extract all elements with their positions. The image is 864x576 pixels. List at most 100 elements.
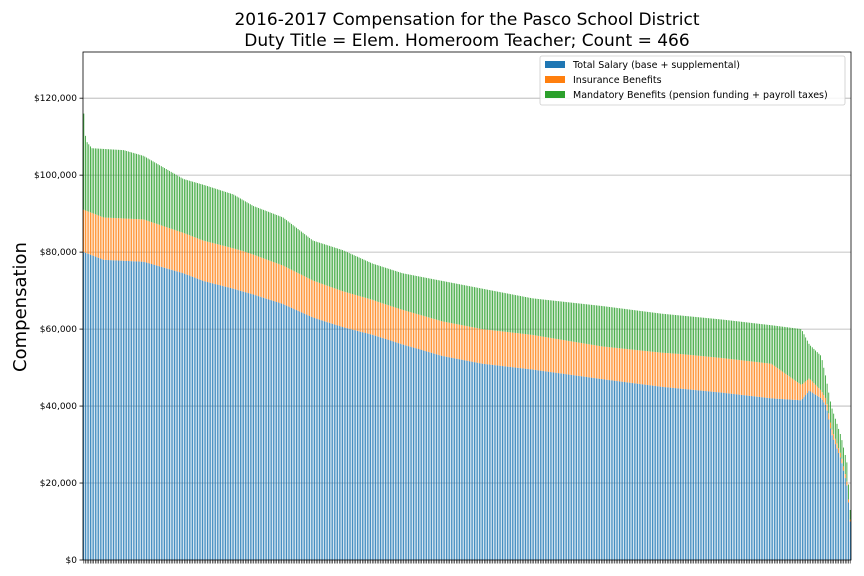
- bar-mandatory: [839, 434, 841, 453]
- bar-stack: [469, 286, 470, 560]
- bar-stack: [708, 318, 709, 560]
- bar-salary: [495, 365, 497, 560]
- bar-stack: [287, 221, 289, 560]
- bar-stack: [385, 267, 386, 560]
- bar-salary: [256, 295, 258, 560]
- bar-salary: [833, 439, 835, 560]
- bar-insurance: [729, 358, 731, 394]
- bar-salary: [841, 463, 843, 560]
- bar-mandatory: [591, 304, 592, 345]
- bar-mandatory: [274, 214, 276, 263]
- bar-stack: [663, 313, 665, 560]
- bar-mandatory: [712, 318, 714, 358]
- bar-salary: [292, 308, 294, 560]
- bar-salary: [541, 370, 543, 560]
- bar-mandatory: [353, 255, 355, 295]
- bar-stack: [192, 181, 194, 560]
- bar-mandatory: [821, 360, 823, 393]
- bar-salary: [101, 259, 103, 560]
- bar-salary: [721, 392, 723, 560]
- bar-salary: [408, 346, 409, 560]
- bar-insurance: [174, 229, 175, 271]
- bar-salary: [342, 327, 343, 560]
- bar-insurance: [338, 289, 340, 326]
- bar-mandatory: [462, 284, 464, 326]
- bar-stack: [338, 249, 340, 560]
- bar-insurance: [505, 331, 507, 367]
- bar-insurance: [267, 260, 269, 300]
- bar-salary: [488, 364, 490, 560]
- bar-insurance: [500, 331, 502, 366]
- bar-mandatory: [533, 298, 535, 336]
- bar-stack: [248, 203, 250, 560]
- bar-mandatory: [724, 319, 726, 359]
- bar-salary: [673, 387, 675, 560]
- bar-salary: [134, 261, 136, 560]
- bar-salary: [192, 276, 194, 560]
- bar-stack: [256, 207, 258, 560]
- bar-mandatory: [376, 265, 378, 302]
- bar-stack: [363, 259, 365, 560]
- bar-salary: [193, 277, 195, 560]
- bar-salary: [419, 349, 421, 560]
- bar-insurance: [749, 361, 751, 396]
- bar-salary: [383, 338, 385, 560]
- bar-insurance: [683, 354, 685, 389]
- bar-insurance: [698, 355, 699, 391]
- bar-mandatory: [581, 303, 582, 344]
- bar-mandatory: [833, 413, 835, 435]
- bar-mandatory: [647, 311, 648, 352]
- bar-stack: [829, 401, 831, 560]
- bar-insurance: [215, 243, 217, 285]
- bar-stack: [162, 167, 164, 560]
- bar-salary: [350, 329, 352, 560]
- bar-insurance: [526, 334, 528, 369]
- bar-mandatory: [236, 196, 238, 250]
- bar-mandatory: [595, 305, 597, 346]
- bar-salary: [653, 385, 655, 560]
- bar-insurance: [708, 356, 709, 392]
- bar-salary: [300, 312, 302, 560]
- bar-insurance: [363, 297, 365, 333]
- bar-insurance: [665, 352, 667, 388]
- bar-mandatory: [203, 185, 205, 241]
- bar-insurance: [482, 329, 484, 364]
- bar-insurance: [576, 342, 578, 376]
- bar-insurance: [767, 363, 769, 398]
- bar-insurance: [248, 252, 250, 294]
- bar-insurance: [88, 211, 90, 255]
- bar-salary: [587, 377, 589, 560]
- bar-mandatory: [594, 305, 596, 346]
- bar-salary: [289, 307, 291, 560]
- bar-mandatory: [770, 325, 772, 364]
- bar-mandatory: [264, 210, 266, 259]
- bar-salary: [696, 390, 698, 560]
- bar-stack: [399, 272, 401, 560]
- bar-stack: [314, 241, 315, 560]
- bar-mandatory: [150, 160, 152, 223]
- bar-salary: [566, 374, 568, 560]
- bar-stack: [688, 316, 690, 560]
- bar-stack: [147, 158, 149, 560]
- bar-salary: [427, 351, 429, 560]
- bar-salary: [668, 387, 670, 560]
- bar-insurance: [834, 438, 836, 445]
- bar-stack: [352, 254, 353, 560]
- bar-mandatory: [607, 306, 609, 348]
- bar-stack: [487, 289, 489, 560]
- bar-insurance: [208, 242, 210, 283]
- bar-stack: [393, 270, 395, 560]
- bar-salary: [213, 283, 215, 560]
- bar-stack: [726, 320, 727, 560]
- bar-insurance: [650, 351, 652, 386]
- bar-salary: [467, 360, 469, 560]
- bar-salary: [818, 396, 820, 560]
- bar-insurance: [141, 219, 142, 262]
- bar-mandatory: [769, 325, 770, 364]
- bar-mandatory: [800, 329, 802, 385]
- bar-stack: [180, 177, 182, 560]
- bar-mandatory: [820, 355, 821, 390]
- bar-stack: [198, 183, 200, 560]
- bar-stack: [266, 211, 268, 560]
- bar-insurance: [513, 332, 515, 368]
